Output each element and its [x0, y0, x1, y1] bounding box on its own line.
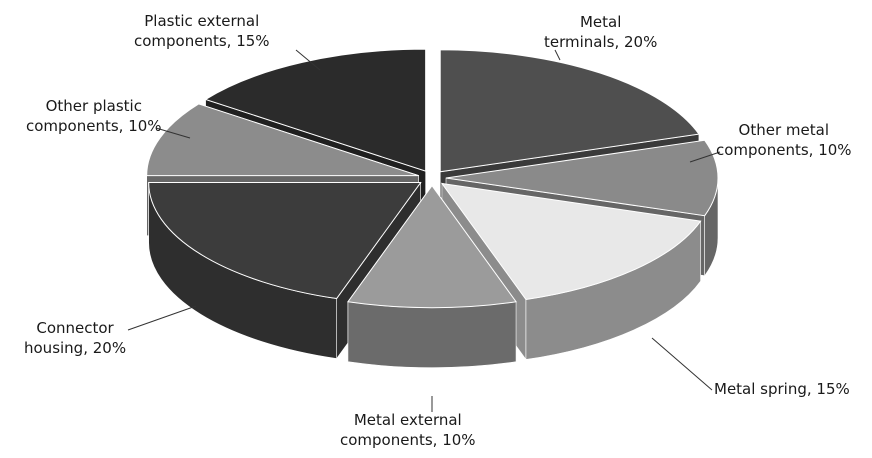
pie-wall-metal-external-components-outer-wall-0	[347, 301, 517, 368]
leader-line-plastic-external-components	[295, 49, 321, 71]
pie-slice-other-plastic-components	[146, 103, 419, 177]
pie-slice-connector-housing	[148, 182, 422, 300]
label-metal-external-components: Metal external components, 10%	[340, 411, 476, 449]
leader-line-other-metal-components	[689, 151, 721, 163]
label-metal-spring: Metal spring, 15%	[714, 380, 850, 398]
pie-slice-metal-terminals	[439, 49, 700, 173]
pie-slice-metal-external-components	[347, 184, 517, 309]
label-other-plastic-components: Other plastic components, 10%	[26, 97, 162, 135]
label-connector-housing: Connector housing, 20%	[24, 319, 127, 357]
leader-line-metal-terminals	[554, 49, 561, 61]
leader-lines	[127, 49, 721, 412]
leader-line-metal-spring	[651, 337, 713, 391]
leader-line-other-plastic-components	[155, 127, 191, 139]
label-metal-terminals: Metal terminals, 20%	[544, 13, 658, 51]
label-plastic-external-components: Plastic external components, 15%	[134, 12, 270, 50]
leader-line-connector-housing	[127, 305, 197, 331]
pie-slice-metal-spring	[440, 182, 702, 301]
pie-slice-other-metal-components	[445, 139, 719, 217]
pie-top-faces	[146, 48, 719, 309]
label-other-metal-components: Other metal components, 10%	[716, 121, 852, 159]
pie-slice-plastic-external-components	[204, 48, 427, 172]
